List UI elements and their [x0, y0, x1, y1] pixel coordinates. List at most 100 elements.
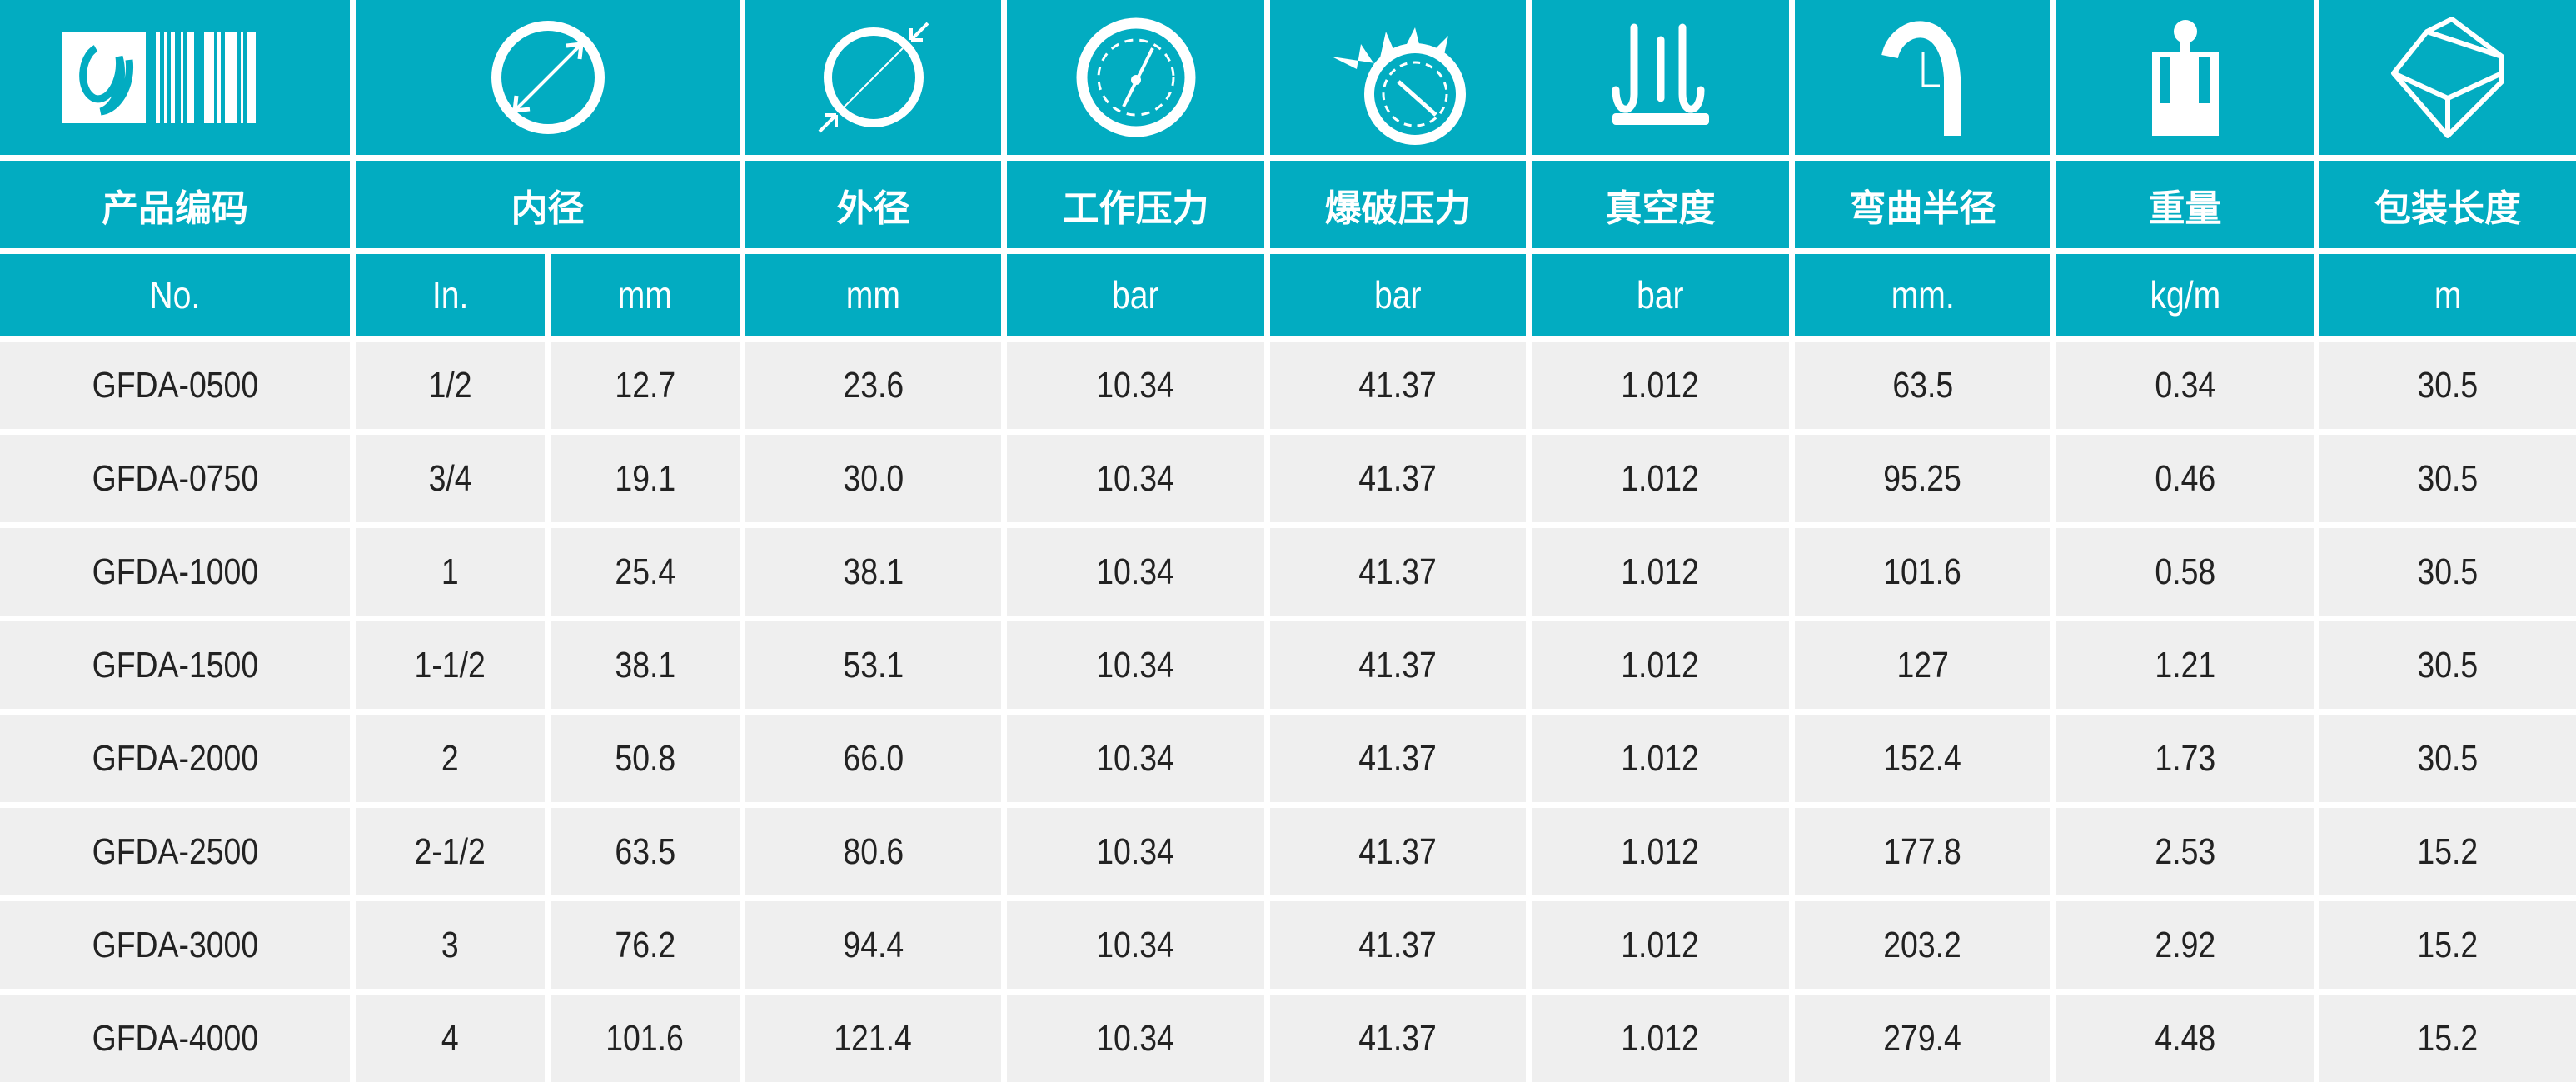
unit-cell: In.	[356, 254, 545, 336]
product-code-cell-text: GFDA-3000	[92, 924, 258, 965]
table-cell: 25.4	[551, 528, 740, 616]
table-cell-text: 63.5	[1892, 364, 1953, 406]
table-cell-text: 95.25	[1883, 457, 1962, 499]
table-cell-text: 0.46	[2155, 457, 2215, 499]
table-cell-text: 38.1	[615, 644, 675, 686]
unit-cell-text: mm.	[1891, 273, 1955, 317]
table-cell: 1.21	[2056, 621, 2314, 709]
table-cell-text: 1-1/2	[414, 644, 486, 686]
table-cell: 15.2	[2319, 995, 2576, 1082]
table-cell-text: 1.012	[1621, 644, 1700, 686]
table-cell-text: 101.6	[605, 1017, 685, 1059]
table-cell-text: 10.34	[1096, 457, 1175, 499]
table-cell-text: 10.34	[1096, 551, 1175, 592]
table-cell: 30.5	[2319, 528, 2576, 616]
table-cell-text: 30.5	[2417, 364, 2479, 406]
table-cell: 127	[1795, 621, 2050, 709]
column-header-text: 弯曲半径	[1849, 187, 1996, 230]
table-cell: 10.34	[1007, 528, 1264, 616]
table-cell: 41.37	[1270, 342, 1526, 429]
table-cell-text: 4.48	[2155, 1017, 2215, 1059]
unit-cell-text: mm	[617, 273, 673, 317]
column-header: 产品编码	[0, 161, 350, 248]
table-cell: 19.1	[551, 435, 740, 522]
table-cell: 50.8	[551, 715, 740, 802]
table-cell: 63.5	[1795, 342, 2050, 429]
table-cell: 95.25	[1795, 435, 2050, 522]
product-code-cell-text: GFDA-0750	[92, 457, 258, 499]
table-cell-text: 41.37	[1358, 364, 1437, 406]
table-cell-text: 1.012	[1621, 364, 1700, 406]
table-cell: 101.6	[1795, 528, 2050, 616]
table-cell-text: 10.34	[1096, 830, 1175, 872]
table-cell-text: 152.4	[1883, 737, 1962, 779]
column-header: 真空度	[1532, 161, 1789, 248]
unit-cell-text: mm	[845, 273, 901, 317]
unit-cell: bar	[1270, 254, 1526, 336]
package-box-icon	[2319, 0, 2576, 155]
table-cell: 1.012	[1532, 808, 1789, 895]
table-cell-text: 1.012	[1621, 924, 1700, 965]
table-cell-text: 10.34	[1096, 1017, 1175, 1059]
table-cell-text: 30.5	[2417, 644, 2479, 686]
product-code-cell: GFDA-2500	[0, 808, 350, 895]
table-cell-text: 1.012	[1621, 457, 1700, 499]
table-cell-text: 3	[441, 924, 459, 965]
table-cell-text: 2.92	[2155, 924, 2215, 965]
product-code-cell: GFDA-1000	[0, 528, 350, 616]
table-cell: 279.4	[1795, 995, 2050, 1082]
table-cell-text: 50.8	[615, 737, 675, 779]
table-cell: 1-1/2	[356, 621, 545, 709]
column-header: 包装长度	[2319, 161, 2576, 248]
column-header: 工作压力	[1007, 161, 1264, 248]
table-cell-text: 1.73	[2155, 737, 2215, 779]
table-cell: 203.2	[1795, 901, 2050, 989]
table-cell-text: 10.34	[1096, 644, 1175, 686]
product-code-cell: GFDA-1500	[0, 621, 350, 709]
unit-cell-text: m	[2434, 273, 2462, 317]
table-cell: 3	[356, 901, 545, 989]
barcode-logo-icon	[0, 0, 350, 155]
table-cell-text: 1.21	[2155, 644, 2215, 686]
table-cell: 2.53	[2056, 808, 2314, 895]
column-header: 内径	[356, 161, 740, 248]
column-header: 重量	[2056, 161, 2314, 248]
table-cell: 1.012	[1532, 528, 1789, 616]
unit-cell-text: bar	[1637, 273, 1684, 317]
outer-diameter-icon	[745, 0, 1001, 155]
table-cell: 2	[356, 715, 545, 802]
table-cell-text: 25.4	[615, 551, 675, 592]
table-cell: 41.37	[1270, 901, 1526, 989]
table-cell-text: 41.37	[1358, 644, 1437, 686]
column-header-text: 包装长度	[2374, 187, 2521, 230]
table-cell: 15.2	[2319, 808, 2576, 895]
unit-cell: m	[2319, 254, 2576, 336]
table-cell-text: 15.2	[2417, 1017, 2479, 1059]
table-cell: 1.012	[1532, 995, 1789, 1082]
table-cell-text: 41.37	[1358, 1017, 1437, 1059]
table-cell: 2.92	[2056, 901, 2314, 989]
vacuum-icon	[1532, 0, 1789, 155]
table-cell: 53.1	[745, 621, 1001, 709]
unit-cell: mm	[745, 254, 1001, 336]
table-cell-text: 30.0	[843, 457, 904, 499]
table-cell: 63.5	[551, 808, 740, 895]
unit-cell: mm	[551, 254, 740, 336]
column-header: 弯曲半径	[1795, 161, 2050, 248]
table-cell-text: 121.4	[834, 1017, 913, 1059]
weight-icon	[2056, 0, 2314, 155]
table-cell-text: 53.1	[843, 644, 904, 686]
table-cell-text: 10.34	[1096, 364, 1175, 406]
table-cell: 1.012	[1532, 901, 1789, 989]
table-cell-text: 38.1	[843, 551, 904, 592]
product-code-cell-text: GFDA-2000	[92, 737, 258, 779]
table-cell: 1.012	[1532, 715, 1789, 802]
table-cell-text: 10.34	[1096, 737, 1175, 779]
table-cell: 10.34	[1007, 901, 1264, 989]
table-cell-text: 41.37	[1358, 830, 1437, 872]
unit-cell-text: bar	[1112, 273, 1159, 317]
table-cell-text: 1/2	[428, 364, 472, 406]
table-cell: 15.2	[2319, 901, 2576, 989]
table-cell: 41.37	[1270, 528, 1526, 616]
